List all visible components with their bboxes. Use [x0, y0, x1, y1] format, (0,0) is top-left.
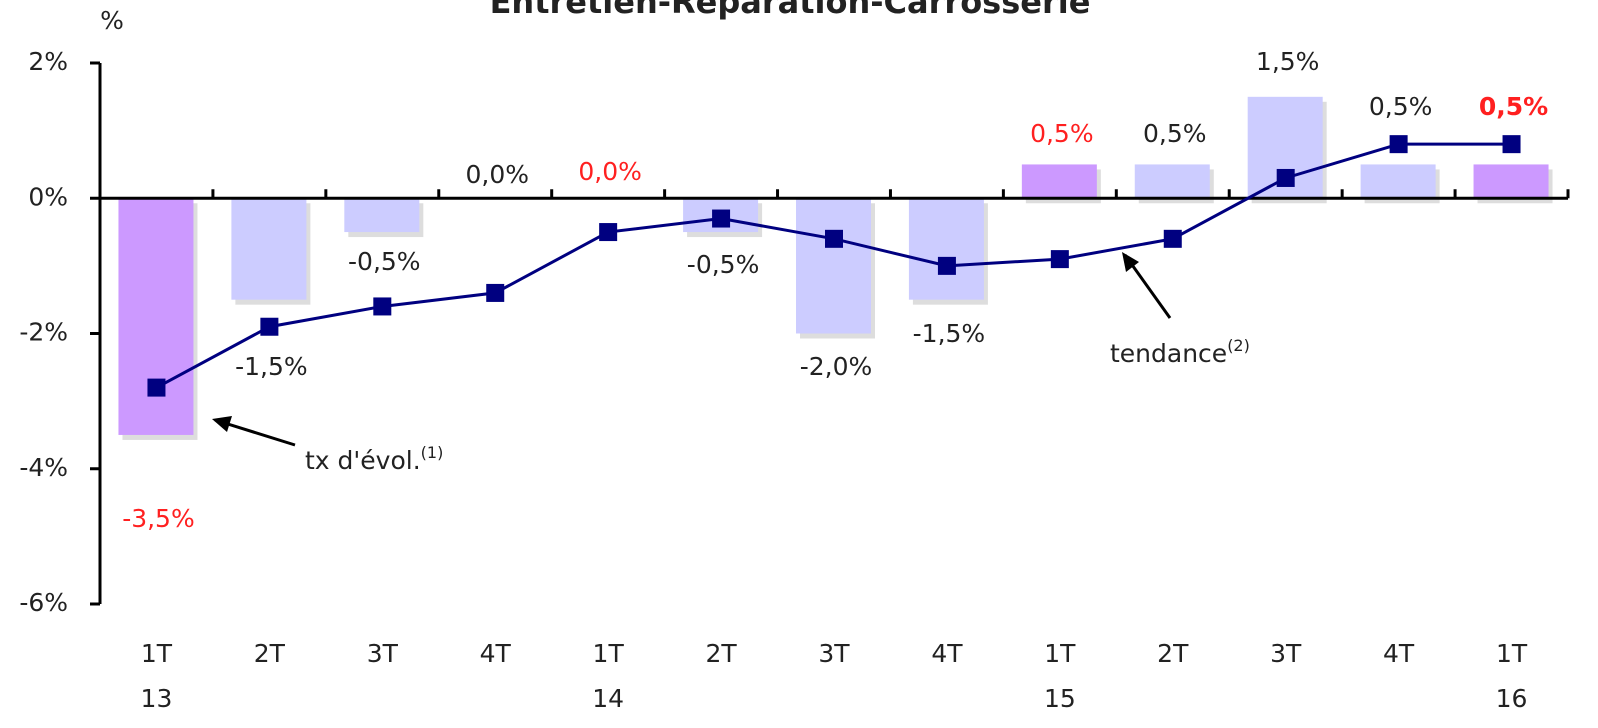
value-label: 0,0% [465, 160, 529, 189]
value-label: -1,5% [235, 352, 308, 381]
arrow-head [212, 416, 232, 432]
annotation: tendance(2) [1110, 336, 1250, 369]
x-tick-label: 3T [367, 639, 399, 668]
chart-title: Entretien-Réparation-Carrosserie [490, 0, 1091, 21]
x-tick-label: 2T [1157, 639, 1189, 668]
x-tick-label: 4T [480, 639, 512, 668]
value-label: 0,0% [578, 157, 642, 186]
arrow-head [1122, 252, 1139, 272]
bar [118, 198, 194, 435]
trend-marker [486, 283, 505, 302]
x-year-label: 16 [1496, 684, 1528, 713]
value-label: 0,5% [1030, 119, 1094, 148]
bar [1473, 164, 1549, 199]
trend-marker [825, 229, 843, 248]
x-tick-label: 1T [1044, 639, 1076, 668]
trend-marker [1389, 135, 1408, 154]
trend-marker [260, 317, 279, 336]
y-tick-label: -6% [19, 588, 68, 617]
value-label: 0,5% [1143, 119, 1207, 148]
y-tick-label: -2% [19, 318, 68, 347]
bar [908, 198, 984, 300]
y-tick-label: 0% [28, 182, 68, 211]
value-label: -0,5% [687, 250, 760, 279]
x-tick-label: 2T [705, 639, 737, 668]
annotation-sup: (1) [421, 443, 444, 462]
annotation-text: tendance [1110, 339, 1227, 368]
trend-marker [1276, 168, 1295, 187]
trend-marker [1163, 229, 1182, 248]
x-tick-label: 4T [1383, 639, 1415, 668]
trend-marker [1502, 135, 1521, 154]
x-tick-label: 1T [1496, 639, 1528, 668]
trend-marker [147, 378, 166, 397]
value-label: -1,5% [913, 319, 986, 348]
bar [1134, 164, 1210, 199]
x-tick-label: 3T [1270, 639, 1302, 668]
y-tick-label: -4% [19, 453, 68, 482]
trend-marker [937, 256, 956, 275]
annotation-text: tx d'évol. [305, 446, 421, 475]
bar [1021, 164, 1097, 199]
bar [344, 198, 420, 233]
x-year-label: 13 [141, 684, 173, 713]
annotation-sup: (2) [1227, 336, 1250, 355]
x-year-label: 14 [592, 684, 624, 713]
x-tick-label: 4T [931, 639, 963, 668]
x-tick-label: 1T [593, 639, 625, 668]
y-tick-label: 2% [28, 47, 68, 76]
trend-marker [1050, 250, 1069, 269]
x-tick-label: 3T [818, 639, 850, 668]
value-label: -0,5% [348, 247, 421, 276]
trend-marker [599, 223, 618, 242]
value-label: 1,5% [1256, 47, 1320, 76]
x-tick-label: 2T [254, 639, 286, 668]
value-label: 0,5% [1479, 92, 1548, 121]
x-year-label: 15 [1044, 684, 1076, 713]
y-unit: % [100, 6, 124, 35]
bar [231, 198, 307, 300]
annotation: tx d'évol.(1) [305, 443, 443, 476]
bar [796, 198, 871, 334]
value-label: 0,5% [1369, 92, 1433, 121]
value-label: -2,0% [800, 352, 873, 381]
trend-marker [712, 209, 731, 228]
value-label: -3,5% [122, 504, 195, 533]
x-tick-label: 1T [141, 639, 173, 668]
trend-marker [373, 297, 392, 316]
bar [1360, 164, 1436, 199]
